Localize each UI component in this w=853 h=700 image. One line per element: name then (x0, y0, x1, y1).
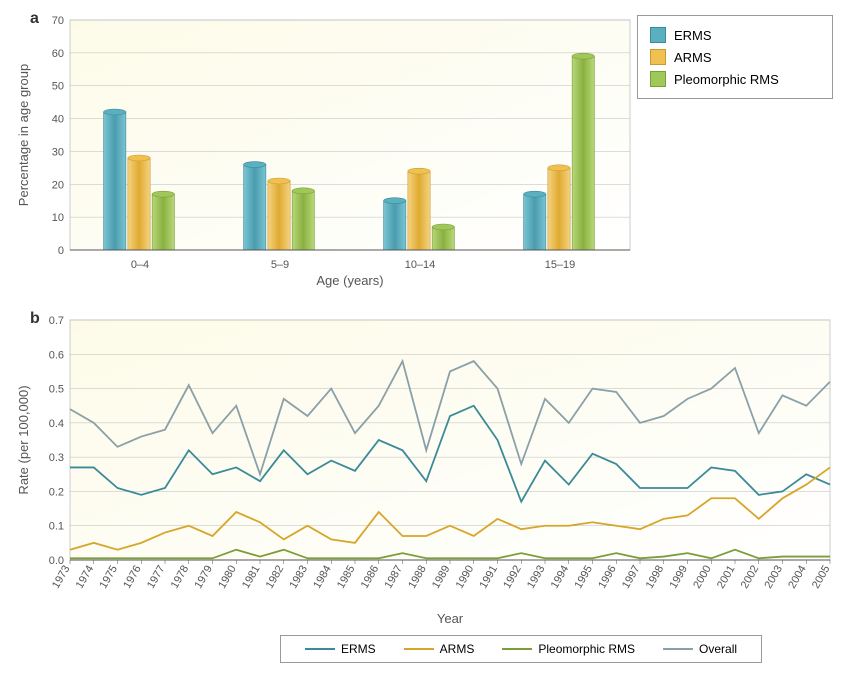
svg-text:1985: 1985 (335, 564, 358, 591)
svg-text:0: 0 (58, 245, 64, 257)
svg-text:0.4: 0.4 (49, 418, 64, 430)
svg-text:40: 40 (52, 114, 64, 126)
svg-text:1998: 1998 (644, 564, 667, 591)
svg-text:1987: 1987 (382, 564, 405, 591)
legend-label: ERMS (341, 642, 376, 656)
legend-item: ERMS (650, 24, 820, 46)
legend-item: ARMS (650, 46, 820, 68)
svg-text:2005: 2005 (810, 564, 833, 591)
bar (408, 171, 430, 250)
svg-text:0.1: 0.1 (49, 521, 64, 533)
svg-text:2000: 2000 (691, 564, 714, 591)
bar (128, 158, 150, 250)
legend-label: Pleomorphic RMS (674, 72, 779, 87)
svg-text:50: 50 (52, 81, 64, 93)
legend-line (502, 648, 532, 650)
svg-text:60: 60 (52, 48, 64, 60)
svg-text:2002: 2002 (739, 564, 762, 591)
panel-b: b 0.00.10.20.30.40.50.60.719731974197519… (10, 310, 843, 670)
svg-text:1976: 1976 (121, 564, 144, 591)
svg-text:1978: 1978 (169, 564, 192, 591)
svg-text:30: 30 (52, 146, 64, 158)
panel-a: a 0102030405060700–45–910–1415–19 Percen… (10, 10, 843, 290)
svg-text:1992: 1992 (501, 564, 524, 591)
bar (292, 191, 314, 250)
bar (104, 112, 126, 250)
svg-text:2004: 2004 (786, 564, 809, 591)
svg-text:1996: 1996 (596, 564, 619, 591)
svg-text:1982: 1982 (264, 564, 287, 591)
panel-a-ylabel: Percentage in age group (16, 64, 31, 206)
svg-text:1979: 1979 (192, 564, 215, 591)
bar (548, 168, 570, 250)
svg-text:1994: 1994 (549, 564, 572, 591)
legend-swatch (650, 49, 666, 65)
svg-text:10–14: 10–14 (405, 259, 436, 271)
bar (572, 56, 594, 250)
svg-text:1980: 1980 (216, 564, 239, 591)
legend-label: Pleomorphic RMS (538, 642, 635, 656)
svg-text:1997: 1997 (620, 564, 643, 591)
svg-text:70: 70 (52, 15, 64, 27)
svg-text:1991: 1991 (477, 564, 500, 591)
legend-label: Overall (699, 642, 737, 656)
legend-a: ERMS ARMS Pleomorphic RMS (637, 15, 833, 99)
svg-text:5–9: 5–9 (271, 259, 289, 271)
svg-text:1983: 1983 (287, 564, 310, 591)
svg-text:2003: 2003 (762, 564, 785, 591)
panel-b-xlabel: Year (437, 611, 464, 626)
legend-label: ERMS (674, 28, 712, 43)
svg-text:1986: 1986 (359, 564, 382, 591)
legend-line (404, 648, 434, 650)
legend-b: ERMS ARMS Pleomorphic RMS Overall (280, 635, 762, 663)
bar (524, 194, 546, 250)
svg-text:1984: 1984 (311, 564, 334, 591)
svg-text:1988: 1988 (406, 564, 429, 591)
panel-a-xlabel: Age (years) (316, 273, 383, 288)
svg-text:0.2: 0.2 (49, 486, 64, 498)
svg-text:15–19: 15–19 (545, 259, 576, 271)
svg-text:0.5: 0.5 (49, 384, 64, 396)
svg-text:2001: 2001 (715, 564, 738, 591)
legend-item: ARMS (390, 642, 489, 656)
legend-line (305, 648, 335, 650)
svg-text:0.7: 0.7 (49, 315, 64, 327)
svg-text:1989: 1989 (430, 564, 453, 591)
svg-text:0.3: 0.3 (49, 452, 64, 464)
legend-item: Pleomorphic RMS (488, 642, 649, 656)
svg-text:0–4: 0–4 (131, 259, 149, 271)
svg-text:20: 20 (52, 179, 64, 191)
bar (384, 201, 406, 250)
svg-text:1975: 1975 (97, 564, 120, 591)
bar-chart: 0 10 20 30 40 50 60 70 0–4 5–9 10–14 15–19 Percenta… (10, 10, 650, 290)
legend-label: ARMS (674, 50, 712, 65)
svg-text:1981: 1981 (240, 564, 263, 591)
bar (152, 194, 174, 250)
legend-item: Pleomorphic RMS (650, 68, 820, 90)
legend-line (663, 648, 693, 650)
bar (268, 181, 290, 250)
svg-text:1995: 1995 (572, 564, 595, 591)
svg-text:1973: 1973 (50, 564, 73, 591)
bar (432, 227, 454, 250)
legend-item: ERMS (291, 642, 390, 656)
legend-label: ARMS (440, 642, 475, 656)
svg-text:10: 10 (52, 212, 64, 224)
legend-item: Overall (649, 642, 751, 656)
panel-b-ylabel: Rate (per 100,000) (16, 385, 31, 494)
svg-text:1999: 1999 (667, 564, 690, 591)
svg-text:1977: 1977 (145, 564, 168, 591)
svg-text:1990: 1990 (454, 564, 477, 591)
svg-text:0.6: 0.6 (49, 349, 64, 361)
line-chart: 0.00.10.20.30.40.50.60.71973197419751976… (10, 310, 843, 630)
svg-text:1993: 1993 (525, 564, 548, 591)
bar (244, 165, 266, 250)
legend-swatch (650, 27, 666, 43)
legend-swatch (650, 71, 666, 87)
svg-text:1974: 1974 (74, 564, 97, 591)
